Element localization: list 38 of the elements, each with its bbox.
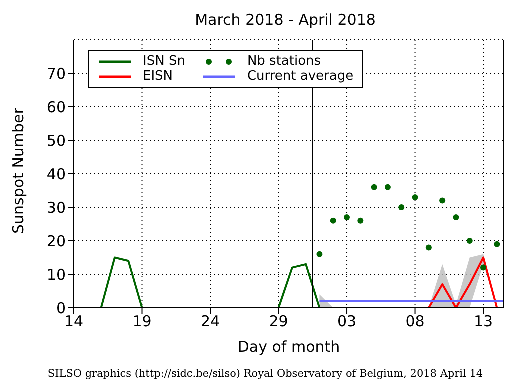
- point: [316, 251, 323, 258]
- x-tick-label: 24: [200, 312, 220, 331]
- y-tick-label: 40: [46, 165, 66, 184]
- point: [453, 214, 460, 221]
- y-tick-label: 0: [56, 299, 66, 318]
- chart-title: March 2018 - April 2018: [194, 10, 377, 31]
- y-tick-label: 30: [46, 198, 66, 217]
- text: SILSO graphics (http://sidc.be/silso) Royal Observatory of Belgium, 2018 April 14: [46, 368, 484, 380]
- point: [440, 198, 446, 204]
- x-tick-label: 29: [269, 312, 288, 331]
- point: [466, 238, 473, 244]
- legend-label: Nb stations: [247, 54, 322, 69]
- line-series: [74, 256, 321, 308]
- legend-label: ISN Sn: [143, 54, 186, 69]
- x-axis-title: Day of month: [238, 338, 340, 356]
- point: [358, 218, 364, 224]
- point: [330, 218, 336, 224]
- x-tick-label: 08: [406, 312, 425, 331]
- y-tick-label: 50: [46, 132, 66, 150]
- point: [480, 264, 487, 271]
- y-tick-label: 60: [46, 98, 66, 116]
- legend-label: EISN: [143, 69, 174, 84]
- x-tick-label: 14: [64, 312, 84, 331]
- legend-label: Current average: [247, 69, 354, 84]
- y-tick-label: 10: [46, 266, 66, 284]
- y-tick-label: 70: [46, 64, 66, 83]
- x-tick-label: 03: [337, 312, 357, 331]
- point: [344, 214, 350, 221]
- point: [384, 184, 391, 190]
- point: [412, 194, 418, 200]
- x-tick-label: 19: [132, 312, 152, 331]
- x-tick-label: 13: [474, 312, 494, 331]
- point: [494, 241, 500, 248]
- point: [371, 184, 378, 190]
- y-tick-label: 20: [46, 232, 66, 250]
- y-axis-title: Sunspot Number: [9, 107, 28, 234]
- point: [426, 244, 432, 251]
- point: [398, 204, 405, 210]
